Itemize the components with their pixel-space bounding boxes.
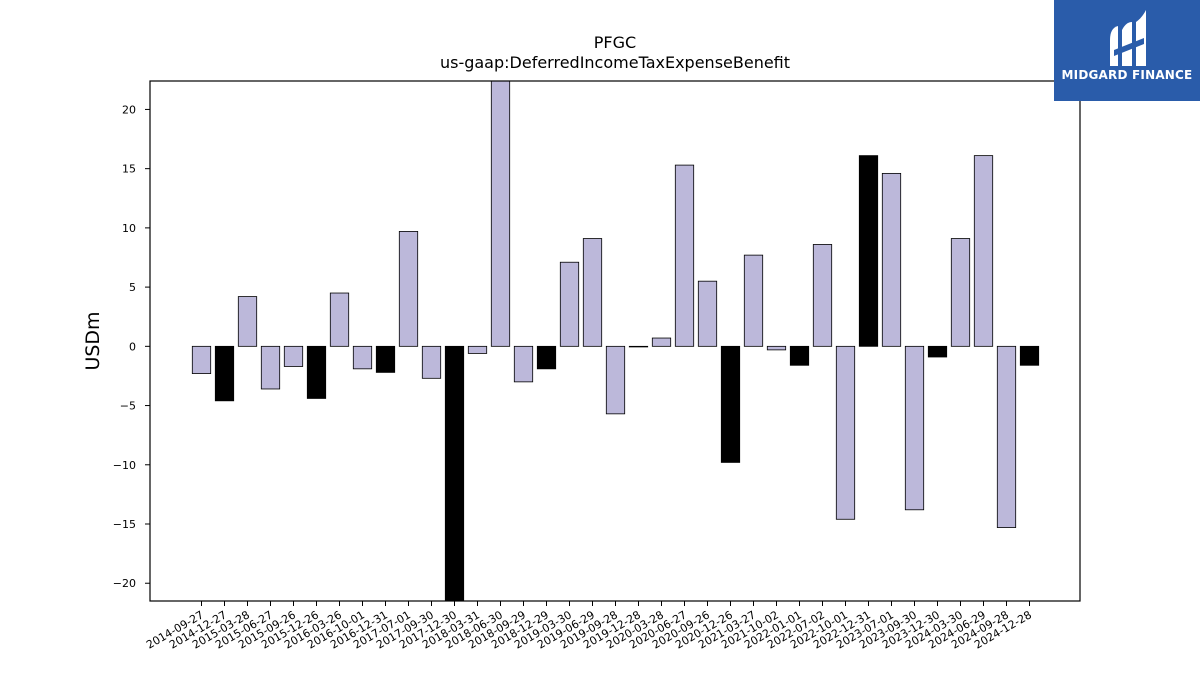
bar [467, 345, 488, 354]
bar [329, 292, 350, 347]
bar [582, 238, 603, 347]
y-tick-label: −10 [113, 459, 136, 472]
bar [1019, 345, 1040, 366]
y-tick-label: −20 [113, 577, 136, 590]
y-tick-label: 20 [122, 103, 136, 116]
y-tick-label: 5 [129, 281, 136, 294]
bar [306, 345, 327, 399]
bar [237, 296, 258, 347]
bar [996, 345, 1017, 528]
bar [720, 345, 741, 463]
bar [812, 244, 833, 347]
bar [697, 280, 718, 347]
bar [605, 345, 626, 415]
bar [490, 81, 511, 347]
bar [191, 345, 212, 374]
bar [559, 261, 580, 347]
bar [628, 345, 649, 348]
bar [674, 164, 695, 347]
y-tick-label: 0 [129, 340, 136, 353]
y-tick-label: −5 [120, 400, 136, 413]
logo-text: MIDGARD FINANCE [1061, 68, 1193, 82]
bar [536, 345, 557, 370]
bar [260, 345, 281, 390]
plot-frame [149, 80, 1081, 602]
chart-title: PFGC [593, 33, 637, 52]
bar [789, 345, 810, 366]
chart-subtitle: us-gaap:DeferredIncomeTaxExpenseBenefit [439, 53, 791, 72]
bar [651, 337, 672, 347]
bar [835, 345, 856, 520]
bar [513, 345, 534, 383]
bar [375, 345, 396, 373]
bar [973, 155, 994, 347]
bar [743, 254, 764, 347]
midgard-finance-logo: MIDGARD FINANCE [1054, 0, 1200, 101]
bar [927, 345, 948, 358]
bar [950, 238, 971, 347]
y-tick-label: −15 [113, 518, 136, 531]
bar [421, 345, 442, 379]
bar [398, 231, 419, 347]
bar [766, 345, 787, 351]
y-tick-label: 10 [122, 222, 136, 235]
y-tick-label: 15 [122, 163, 136, 176]
bar [881, 172, 902, 347]
bar [904, 345, 925, 511]
y-axis-label: USDm [82, 311, 104, 370]
bar [858, 155, 879, 347]
bar [283, 345, 304, 367]
bar [352, 345, 373, 370]
bar [444, 345, 465, 601]
bar [214, 345, 235, 402]
midgard-logo-icon [1110, 10, 1146, 66]
